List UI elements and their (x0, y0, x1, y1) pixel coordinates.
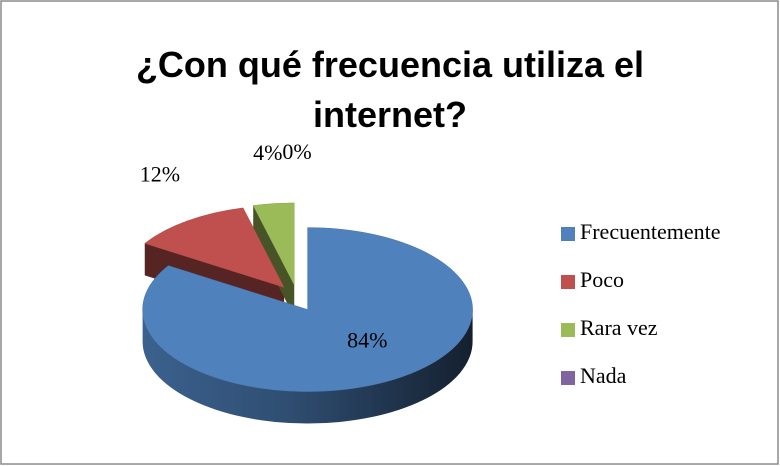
legend-label: Poco (580, 267, 624, 292)
pie-slice (144, 207, 285, 288)
data-label: 0% (282, 139, 311, 164)
pie-slice-side (142, 309, 473, 424)
legend-swatch (561, 227, 575, 241)
data-label: 84% (347, 328, 387, 353)
data-label: 4% (253, 140, 282, 165)
legend-label: Nada (580, 363, 627, 388)
pie-slice (142, 227, 473, 392)
legend-swatch (561, 323, 575, 337)
legend-swatch (561, 275, 575, 289)
legend-label: Frecuentemente (580, 219, 721, 244)
legend-label: Rara vez (580, 315, 658, 340)
pie-slice-wall (253, 205, 295, 317)
pie-slice (252, 202, 295, 286)
data-label: 12% (140, 161, 180, 186)
legend-swatch (561, 371, 575, 385)
chart-title: ¿Con qué frecuencia utiliza el internet? (135, 44, 645, 135)
